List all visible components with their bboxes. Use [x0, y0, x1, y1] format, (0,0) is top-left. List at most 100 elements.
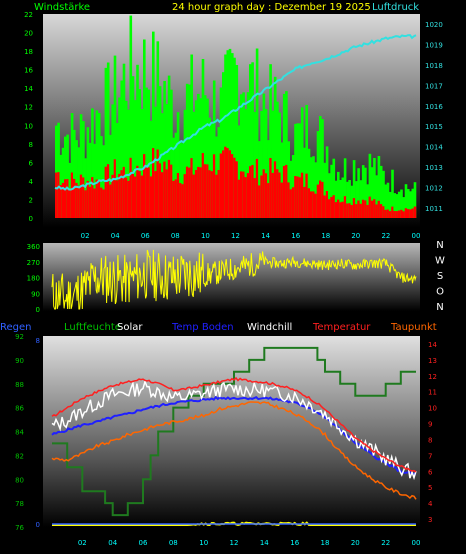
gust-bar [287, 141, 290, 218]
wind-bar [219, 153, 223, 218]
gust-bar [172, 137, 175, 218]
windchill-line [51, 379, 417, 481]
gust-bar [310, 157, 313, 218]
gust-bar [192, 111, 196, 218]
wind-bar [115, 180, 119, 218]
wind-bar [332, 195, 336, 218]
gust-bar [75, 140, 78, 218]
wind-bar [201, 153, 205, 218]
humidity-axis-ticks: 76 78 80 82 84 86 88 90 92 [15, 333, 24, 532]
gust-bar [203, 95, 207, 218]
time-tick-label: 00 [412, 539, 421, 547]
wind-bar [400, 209, 403, 218]
gust-bar [382, 170, 385, 218]
wind-bar [339, 202, 342, 218]
wind-bar [134, 176, 137, 218]
gust-bar [70, 113, 74, 218]
gust-bar [249, 64, 252, 218]
wind-bar [325, 191, 329, 218]
wind-bar [364, 200, 367, 218]
gust-bar [379, 165, 383, 218]
wind-bar [251, 165, 254, 218]
gust-bar [106, 62, 110, 218]
gust-bar [163, 81, 166, 218]
wind-bar [70, 172, 74, 218]
temperature-tick-label: 9 [428, 421, 432, 429]
wind-bar [181, 184, 184, 218]
legend-item: Solar [117, 322, 143, 333]
gust-bar [407, 189, 410, 218]
wind-bar [346, 203, 349, 218]
wind-bar [291, 187, 295, 218]
legend-item: Regen [0, 322, 32, 333]
wind-bar [242, 171, 245, 218]
wind-tick-label: 0 [29, 215, 33, 223]
wind-bar [413, 206, 417, 218]
wind-bar [397, 210, 401, 218]
gust-bar [88, 142, 92, 218]
wind-bar [138, 171, 142, 218]
wind-bar [210, 171, 214, 218]
humidity-tick-label: 84 [15, 429, 24, 437]
wind-bar [330, 196, 333, 218]
wind-bar [258, 185, 261, 218]
gust-bar [413, 182, 417, 218]
gust-bar [170, 89, 173, 218]
direction-tick-label: 360 [27, 243, 40, 251]
gust-bar [307, 148, 311, 218]
direction-tick-label: 90 [31, 290, 40, 298]
wind-bar [249, 166, 252, 218]
gust-bar [298, 123, 302, 218]
humidity-tick-label: 86 [15, 405, 24, 413]
wind-bar [156, 149, 160, 218]
wind-bar [64, 179, 67, 218]
wind-bar [323, 195, 327, 218]
wind-bar [314, 193, 318, 218]
wind-direction-line [51, 249, 417, 310]
wind-bar [222, 150, 225, 218]
wind-bar [208, 170, 211, 218]
gust-bar [316, 131, 320, 218]
wind-tick-label: 16 [24, 67, 33, 75]
gust-bar [136, 64, 139, 218]
wind-bar [328, 199, 331, 218]
wind-bar [217, 170, 221, 218]
gust-bar [357, 168, 360, 218]
gust-bar [350, 185, 354, 218]
time-tick-label: 08 [171, 232, 180, 240]
wind-bar [370, 200, 374, 218]
wind-bar [97, 181, 101, 218]
wind-bar [280, 182, 284, 218]
chart-title: 24 hour graph day : Dezember 19 2025 [172, 2, 371, 13]
temperature-tick-label: 3 [428, 516, 432, 524]
gust-bar [181, 143, 184, 218]
gust-bar [199, 98, 202, 218]
gust-bar [255, 48, 259, 218]
wind-bar [91, 177, 94, 218]
time-tick-label: 18 [321, 232, 330, 240]
wind-bar [382, 206, 385, 218]
wind-bar [129, 157, 133, 218]
gust-bar [131, 76, 135, 218]
gust-bar [134, 100, 137, 218]
wind-bar [316, 184, 320, 218]
wind-bar [357, 200, 360, 218]
temperature-tick-label: 5 [428, 484, 432, 492]
wind-bar [106, 164, 110, 218]
gust-bar [174, 132, 178, 218]
temperature-tick-label: 7 [428, 452, 432, 460]
wind-bar [165, 169, 169, 218]
gust-bar [314, 162, 318, 218]
pressure-tick-label: 1012 [425, 184, 443, 192]
gust-bar [330, 164, 333, 218]
gust-bar [165, 104, 169, 218]
gust-bar [280, 142, 284, 218]
pressure-axis-title: Luftdruck [372, 2, 419, 13]
wind-bar [375, 204, 378, 218]
time-tick-label: 00 [412, 232, 421, 240]
humidity-tick-label: 92 [15, 333, 24, 341]
time-tick-label: 10 [201, 232, 210, 240]
wind-bar [75, 182, 78, 218]
gust-bar [86, 127, 90, 218]
